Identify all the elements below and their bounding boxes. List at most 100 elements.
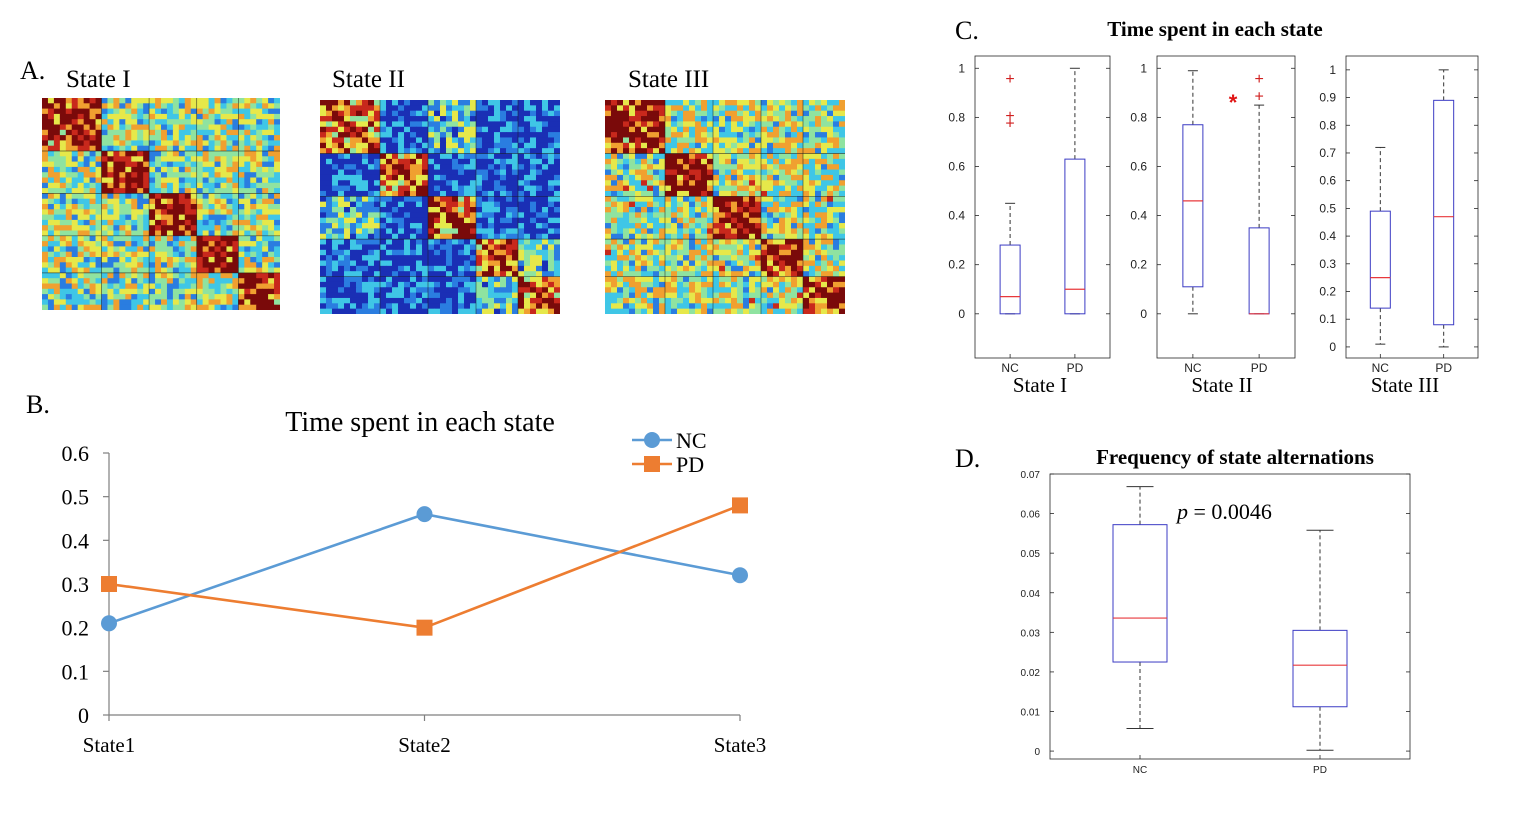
point-nc — [732, 567, 748, 584]
box-nc — [999, 244, 1021, 315]
box-pd — [1292, 629, 1348, 708]
y-tick-label: 1 — [958, 61, 965, 75]
point-pd — [101, 576, 117, 592]
legend-label-pd: PD — [676, 452, 704, 477]
chart-c-title: Time spent in each state — [1107, 17, 1322, 41]
y-tick-label: 0.07 — [1021, 470, 1041, 481]
box-pd — [1248, 227, 1270, 315]
y-tick-label: 0.05 — [1021, 549, 1041, 560]
y-tick-label: 0.1 — [1319, 312, 1336, 326]
x-tick-label: State3 — [714, 733, 767, 757]
y-tick-label: 0.04 — [1021, 589, 1041, 600]
subplot-label: State I — [1013, 373, 1067, 397]
y-tick-label: 0.6 — [1319, 174, 1336, 188]
box-pd — [1064, 158, 1086, 315]
subplot-label: State II — [1191, 373, 1252, 397]
x-category-label: PD — [1435, 361, 1452, 375]
y-tick-label: 0 — [1140, 307, 1147, 321]
y-tick-label: 0.06 — [1021, 510, 1041, 521]
panel-letter-a: A. — [20, 56, 46, 85]
y-tick-label: 0.2 — [1130, 258, 1147, 272]
panel-letter-b: B. — [26, 390, 50, 419]
p-value: = 0.0046 — [1188, 499, 1272, 524]
chart-b-title: Time spent in each state — [285, 407, 555, 438]
plot-frame — [974, 55, 1111, 359]
heatmap-title-2: State II — [332, 66, 405, 93]
x-category-label: PD — [1067, 361, 1084, 375]
y-tick-label: 0.3 — [1319, 257, 1336, 271]
point-nc — [416, 506, 433, 523]
y-tick-label: 0.8 — [1319, 118, 1336, 132]
outlier-marker: + — [1254, 88, 1263, 105]
heatmap-state-2 — [320, 100, 560, 314]
panel-letter-c: C. — [955, 16, 979, 45]
y-tick-label: 0.6 — [62, 441, 90, 466]
y-tick-label: 0.2 — [1319, 285, 1336, 299]
y-tick-label: 0.8 — [948, 110, 965, 124]
heatmap-state-3 — [605, 100, 845, 314]
plot-frame — [1345, 55, 1479, 359]
subplot-label: State III — [1371, 373, 1439, 397]
y-tick-label: 0.3 — [62, 572, 90, 597]
y-tick-label: 0.9 — [1319, 91, 1336, 105]
y-tick-label: 0.7 — [1319, 146, 1336, 160]
boxplot-c: Time spent in each state 0 0.2 0.4 0.6 0.8 1 +… — [948, 17, 1479, 397]
x-category-label: NC — [1133, 765, 1147, 776]
y-tick-label: 1 — [1140, 61, 1147, 75]
y-tick-label: 0 — [1329, 340, 1336, 354]
y-tick-label: 1 — [1329, 63, 1336, 77]
y-tick-label: 0.4 — [948, 209, 965, 223]
legend-label-nc: NC — [676, 428, 707, 453]
plot-frame — [1156, 55, 1296, 359]
heatmap-title-1: State I — [66, 66, 131, 93]
y-tick-label: 0.2 — [62, 616, 90, 641]
y-tick-label: 0.5 — [1319, 201, 1336, 215]
x-category-label: PD — [1313, 765, 1327, 776]
x-category-label: NC — [1001, 361, 1019, 375]
y-tick-label: 0.01 — [1021, 708, 1041, 719]
plot-frame — [1049, 473, 1411, 760]
outlier-marker: + — [1254, 71, 1263, 88]
series-line-pd — [108, 504, 741, 630]
x-tick-label: State1 — [83, 733, 136, 757]
y-tick-label: 0.6 — [1130, 159, 1147, 173]
chart-d-title: Frequency of state alternations — [1096, 445, 1374, 469]
legend-marker-nc — [644, 432, 660, 448]
outlier-marker: + — [1005, 108, 1014, 125]
box-nc — [1112, 524, 1168, 663]
x-category-label: NC — [1184, 361, 1202, 375]
p-symbol: p — [1175, 499, 1188, 524]
legend-marker-pd — [644, 456, 660, 472]
y-tick-label: 0.6 — [948, 159, 965, 173]
outlier-marker: + — [1005, 115, 1014, 132]
series-line-nc — [108, 512, 741, 625]
point-pd — [732, 497, 748, 514]
significance-star: * — [1229, 90, 1238, 115]
heatmap-title-3: State III — [628, 66, 710, 93]
panel-letter-d: D. — [955, 444, 981, 473]
x-tick-label: State2 — [398, 733, 451, 757]
heatmap-state-1 — [42, 98, 280, 310]
y-tick-label: 0.8 — [1130, 110, 1147, 124]
y-tick-label: 0.4 — [1319, 229, 1336, 243]
y-tick-label: 0 — [78, 703, 89, 728]
box-pd — [1433, 99, 1455, 326]
point-nc — [101, 615, 117, 632]
point-pd — [416, 619, 433, 636]
y-tick-label: 0 — [1034, 747, 1040, 758]
y-tick-label: 0.4 — [1130, 209, 1147, 223]
p-value-annotation: p = 0.0046 — [1175, 499, 1272, 524]
y-tick-label: 0.1 — [62, 659, 90, 684]
boxplot-d: Frequency of state alternations 0 0.01 0.0… — [1021, 445, 1411, 776]
x-category-label: NC — [1372, 361, 1390, 375]
box-nc — [1369, 210, 1391, 309]
y-tick-label: 0.02 — [1021, 668, 1041, 679]
y-tick-label: 0.03 — [1021, 628, 1041, 639]
x-category-label: PD — [1251, 361, 1268, 375]
box-nc — [1182, 124, 1204, 288]
y-tick-label: 0.4 — [62, 528, 90, 553]
y-tick-label: 0.5 — [62, 485, 90, 510]
